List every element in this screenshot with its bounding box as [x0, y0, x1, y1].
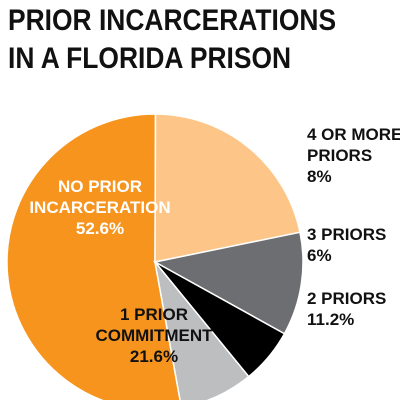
pie-slice-one: [154, 113, 301, 263]
slice-value-label-two: 11.2%: [307, 310, 354, 329]
pie-slices: [6, 113, 304, 400]
slice-category-label-two: 2 PRIORS: [307, 289, 386, 308]
slice-category-label-four-plus: 4 OR MORE: [307, 125, 400, 144]
slice-value-label-none: 52.6%: [76, 219, 124, 238]
chart-title-line-1: PRIOR INCARCERATIONS: [8, 4, 337, 37]
slice-value-label-one: 21.6%: [130, 347, 178, 366]
pie-labels: NO PRIOR INCARCERATION 52.6% 1 PRIOR COMMITM…: [29, 125, 400, 366]
pie-slice-two: [152, 231, 304, 335]
slice-category-label-three: 3 PRIORS: [307, 225, 386, 244]
pie-slice-none: [6, 113, 181, 400]
slice-category-label-one: COMMITMENT: [95, 326, 213, 345]
chart-title: PRIOR INCARCERATIONS IN A FLORIDA PRISON: [8, 2, 336, 78]
pie-slice-four-plus: [153, 259, 250, 400]
slice-category-label-none: NO PRIOR: [58, 177, 142, 196]
slice-category-label-four-plus: PRIORS: [307, 146, 372, 165]
chart-title-line-2: IN A FLORIDA PRISON: [8, 42, 292, 75]
slice-value-label-four-plus: 8%: [307, 167, 332, 186]
slice-category-label-one: 1 PRIOR: [120, 305, 188, 324]
slice-value-label-three: 6%: [307, 246, 332, 265]
slice-category-label-none: INCARCERATION: [29, 198, 170, 217]
